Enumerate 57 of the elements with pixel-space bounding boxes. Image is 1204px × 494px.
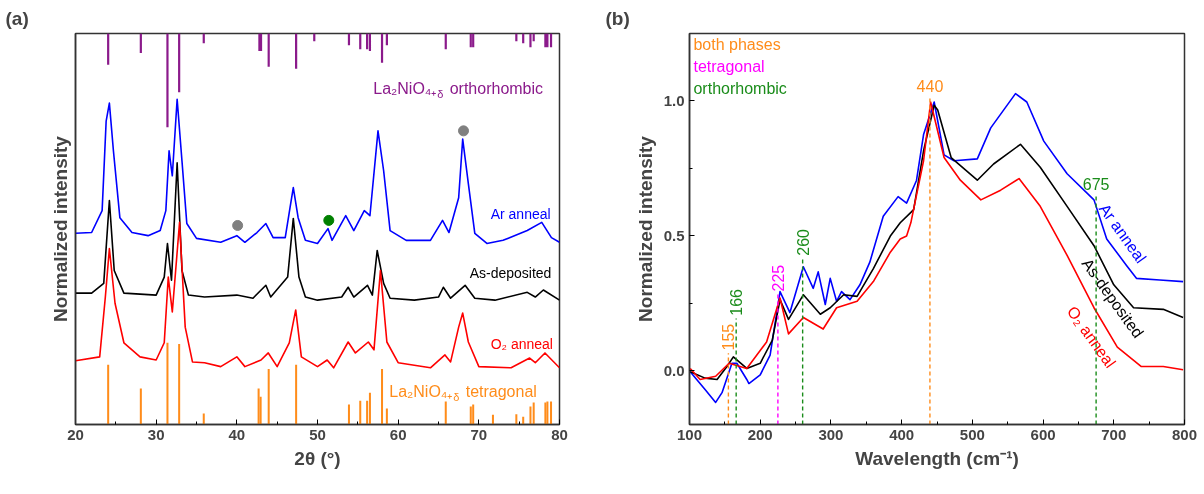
bar bbox=[139, 388, 142, 425]
annotation: orthorhombic bbox=[693, 80, 787, 98]
bar bbox=[359, 400, 362, 425]
bar bbox=[257, 388, 260, 425]
annotation: tetragonal bbox=[693, 58, 765, 76]
series-label: As-deposited bbox=[469, 264, 552, 281]
bar bbox=[529, 406, 532, 425]
ref-line-label: 675 bbox=[1082, 176, 1110, 194]
y-axis-title: Normalized intensity bbox=[634, 135, 656, 322]
y-tick-label: 1.0 bbox=[663, 91, 685, 109]
y-axis-title: Normalized intensity bbox=[49, 135, 71, 322]
annotation: both phases bbox=[693, 36, 781, 54]
bar bbox=[107, 364, 110, 425]
bar bbox=[385, 408, 388, 425]
x-tick-label: 80 bbox=[551, 425, 568, 443]
x-tick-label: 70 bbox=[470, 425, 488, 443]
x-tick-label: 40 bbox=[228, 425, 246, 443]
y-tick-label: 0.5 bbox=[663, 226, 685, 244]
x-tick-label: 300 bbox=[818, 425, 844, 443]
x-tick-label: 400 bbox=[889, 425, 915, 443]
bar bbox=[381, 368, 384, 425]
bar bbox=[491, 414, 494, 425]
bar bbox=[469, 406, 472, 425]
bar bbox=[515, 414, 518, 425]
bar bbox=[347, 404, 350, 425]
bar bbox=[295, 364, 298, 425]
x-axis-title: 2θ (°) bbox=[294, 447, 341, 469]
bar bbox=[178, 343, 181, 425]
ref-line-label: 260 bbox=[794, 228, 812, 256]
x-tick-label: 800 bbox=[1171, 425, 1198, 443]
x-tick-label: 700 bbox=[1101, 425, 1127, 443]
x-tick-label: 500 bbox=[959, 425, 985, 443]
x-tick-label: 200 bbox=[747, 425, 773, 443]
ref-line-label: 166 bbox=[728, 288, 746, 316]
series-label: Ar anneal bbox=[490, 205, 551, 222]
bar bbox=[166, 342, 169, 425]
y-tick-label: 0.0 bbox=[663, 361, 685, 379]
x-tick-label: 100 bbox=[676, 425, 703, 443]
x-tick-label: 50 bbox=[309, 425, 326, 443]
ref-line-label: 225 bbox=[769, 264, 787, 292]
bar bbox=[472, 404, 475, 425]
chart-title: (b) bbox=[605, 7, 630, 29]
x-tick-label: 20 bbox=[67, 425, 84, 443]
bar bbox=[267, 368, 270, 425]
bar bbox=[550, 401, 553, 425]
bar bbox=[368, 392, 371, 425]
chart-title: (a) bbox=[5, 7, 29, 29]
bar bbox=[444, 401, 447, 425]
ref-line-label: 440 bbox=[916, 77, 944, 95]
x-tick-label: 600 bbox=[1030, 425, 1056, 443]
bar bbox=[532, 402, 535, 425]
ref-line-label: 155 bbox=[720, 323, 738, 351]
series-label: O₂ anneal bbox=[490, 336, 553, 353]
x-axis-title: Wavelength (cm⁻¹) bbox=[855, 447, 1019, 469]
x-tick-label: 60 bbox=[389, 425, 407, 443]
bar bbox=[202, 413, 205, 425]
x-tick-label: 30 bbox=[147, 425, 165, 443]
